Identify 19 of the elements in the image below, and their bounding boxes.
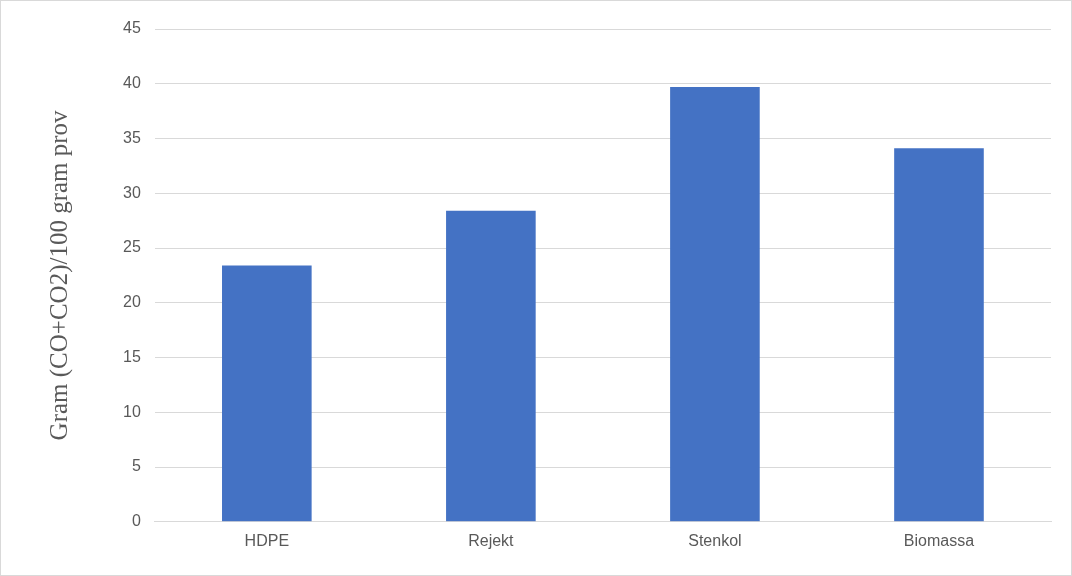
y-tick-label: 5	[131, 457, 141, 475]
y-tick-label: 45	[123, 19, 141, 37]
y-tick-label: 30	[123, 183, 141, 201]
bar	[670, 87, 760, 522]
y-tick-label: 20	[123, 293, 141, 311]
y-tick-label: 10	[123, 402, 141, 420]
x-tick-label: HDPE	[244, 531, 290, 549]
y-tick-label: 15	[123, 347, 141, 365]
y-tick-label: 40	[123, 74, 141, 92]
bar	[446, 210, 536, 522]
bar	[222, 265, 312, 522]
y-tick-label: 0	[131, 512, 141, 530]
y-tick-label: 35	[123, 128, 141, 146]
y-tick-label: 25	[123, 238, 141, 256]
x-tick-label: Biomassa	[903, 531, 975, 549]
x-tick-label: Stenkol	[688, 531, 742, 549]
bar	[894, 148, 984, 522]
y-axis-title: Gram (CO+CO2)/100 gram prov	[44, 109, 73, 441]
x-tick-label: Rejekt	[468, 531, 515, 549]
